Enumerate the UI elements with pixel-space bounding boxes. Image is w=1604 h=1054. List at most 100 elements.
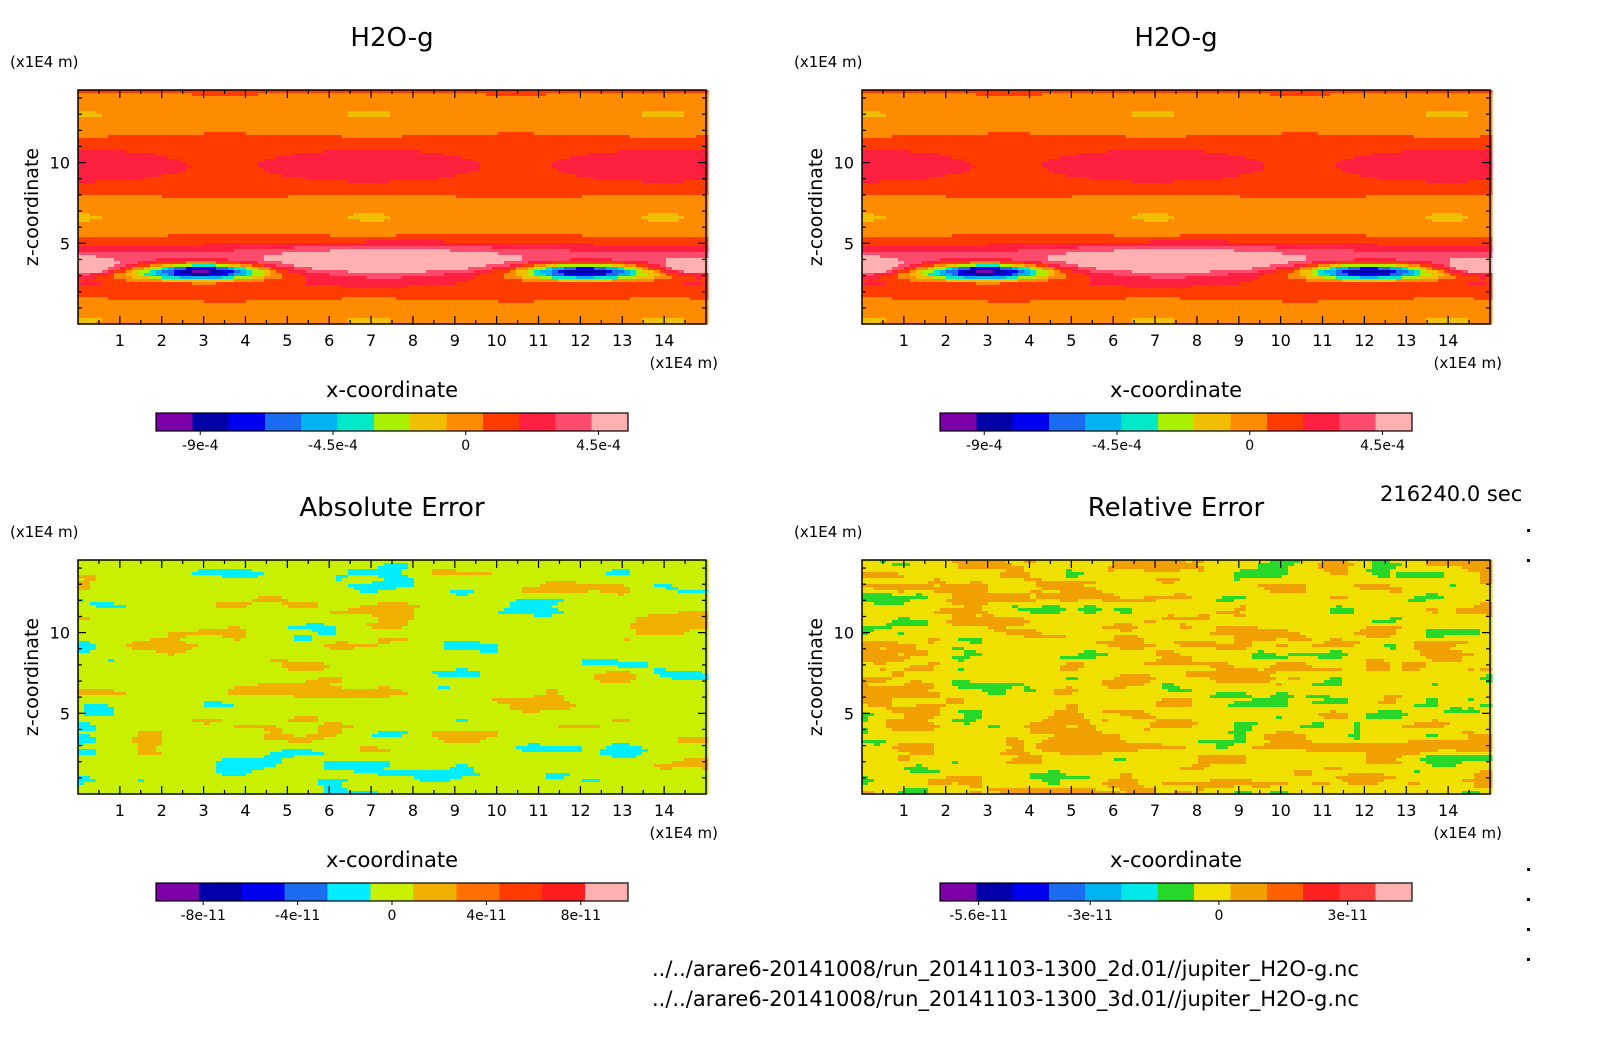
heatmap-cell [426, 120, 433, 124]
heatmap-cell [474, 120, 481, 124]
heatmap-cell [672, 150, 679, 154]
heatmap-cell [534, 138, 541, 142]
heatmap-cell [546, 168, 553, 172]
heatmap-cell [318, 156, 325, 160]
heatmap-cell [336, 162, 343, 166]
heatmap-cell [204, 99, 211, 103]
heatmap-cell [120, 171, 127, 175]
heatmap-cell [156, 123, 163, 127]
heatmap-cell [474, 90, 481, 94]
heatmap-cell [570, 108, 577, 112]
heatmap-cell [396, 120, 403, 124]
heatmap-cell [120, 129, 127, 133]
heatmap-cell [510, 117, 517, 121]
heatmap-cell [180, 144, 187, 148]
heatmap-cell [444, 168, 451, 172]
heatmap-cell [462, 120, 469, 124]
heatmap-cell [696, 93, 703, 97]
heatmap-cell [186, 93, 193, 97]
heatmap-cell [642, 141, 649, 145]
heatmap-cell [198, 135, 205, 139]
heatmap-cell [492, 132, 499, 136]
heatmap-cell [672, 102, 679, 106]
heatmap-cell [270, 120, 277, 124]
heatmap-cell [384, 114, 391, 118]
heatmap-cell [282, 90, 289, 94]
heatmap-cell [264, 126, 271, 130]
heatmap-cell [96, 117, 103, 121]
heatmap-cell [336, 96, 343, 100]
heatmap-cell [222, 99, 229, 103]
heatmap-cell [132, 126, 139, 130]
heatmap-cell [504, 147, 511, 151]
heatmap-cell [564, 156, 571, 160]
heatmap-cell [432, 108, 439, 112]
heatmap-cell [618, 108, 625, 112]
heatmap-cell [330, 159, 337, 163]
heatmap-cell [294, 147, 301, 151]
heatmap-cell [216, 168, 223, 172]
heatmap-cell [564, 114, 571, 118]
heatmap-cell [606, 99, 613, 103]
heatmap-cell [540, 159, 547, 163]
heatmap-cell [276, 117, 283, 121]
heatmap-cell [696, 144, 703, 148]
heatmap-cell [306, 111, 313, 115]
heatmap-cell [516, 96, 523, 100]
heatmap-cell [576, 162, 583, 166]
heatmap-cell [324, 93, 331, 97]
heatmap-cell [540, 165, 547, 169]
heatmap-cell [684, 105, 691, 109]
heatmap-cell [384, 120, 391, 124]
heatmap-cell [678, 165, 685, 169]
heatmap-cell [264, 111, 271, 115]
heatmap-cell [612, 108, 619, 112]
heatmap-cell [690, 108, 697, 112]
heatmap-cell [576, 123, 583, 127]
heatmap-cell [342, 99, 349, 103]
heatmap-cell [294, 129, 301, 133]
heatmap-cell [300, 153, 307, 157]
heatmap-cell [372, 156, 379, 160]
heatmap-cell [348, 171, 355, 175]
heatmap-cell [486, 129, 493, 133]
heatmap-cell [258, 147, 265, 151]
heatmap-cell [144, 108, 151, 112]
heatmap-cell [540, 102, 547, 106]
heatmap-cell [324, 99, 331, 103]
heatmap-cell [432, 165, 439, 169]
heatmap-cell [672, 159, 679, 163]
heatmap-cell [594, 135, 601, 139]
heatmap-cell [588, 90, 595, 94]
heatmap-cell [318, 165, 325, 169]
heatmap-cell [324, 141, 331, 145]
heatmap-cell [186, 102, 193, 106]
heatmap-cell [246, 135, 253, 139]
heatmap-cell [534, 90, 541, 94]
heatmap-cell [114, 138, 121, 142]
heatmap-cell [216, 102, 223, 106]
heatmap-cell [114, 120, 121, 124]
heatmap-cell [174, 168, 181, 172]
heatmap-cell [234, 147, 241, 151]
heatmap-cell [78, 117, 85, 121]
heatmap-cell [534, 168, 541, 172]
heatmap-cell [204, 141, 211, 145]
heatmap-cell [336, 108, 343, 112]
heatmap-cell [480, 120, 487, 124]
heatmap-cell [300, 123, 307, 127]
heatmap-cell [330, 111, 337, 115]
heatmap-cell [90, 171, 97, 175]
heatmap-cell [588, 99, 595, 103]
heatmap-cell [618, 159, 625, 163]
heatmap-cell [540, 141, 547, 145]
heatmap-cell [582, 135, 589, 139]
heatmap-cell [294, 123, 301, 127]
heatmap-cell [330, 171, 337, 175]
heatmap-cell [684, 114, 691, 118]
heatmap-cell [666, 96, 673, 100]
heatmap-cell [216, 147, 223, 151]
heatmap-cell [432, 135, 439, 139]
heatmap-cell [252, 168, 259, 172]
heatmap-cell [174, 171, 181, 175]
